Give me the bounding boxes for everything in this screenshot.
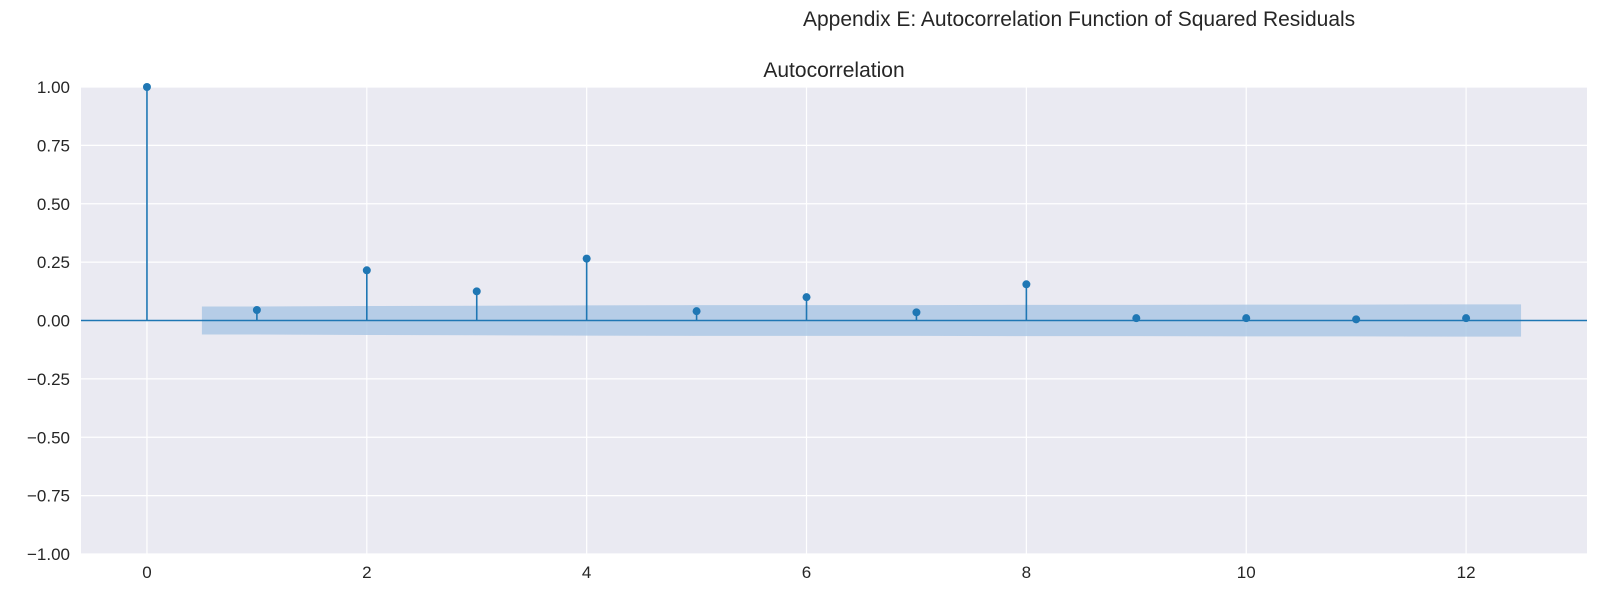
stem-marker xyxy=(1462,314,1471,323)
x-tick-label: 0 xyxy=(142,563,151,582)
y-tick-label: 0.25 xyxy=(37,253,70,272)
chart-title: Autocorrelation xyxy=(763,59,904,82)
figure-suptitle: Appendix E: Autocorrelation Function of … xyxy=(803,8,1356,31)
stem-marker xyxy=(912,308,921,317)
y-tick-label: 0.75 xyxy=(37,136,70,155)
stems-group xyxy=(142,83,1471,324)
y-tick-label: 0.50 xyxy=(37,195,70,214)
stem-marker xyxy=(1022,280,1031,289)
x-tick-label: 8 xyxy=(1022,563,1031,582)
y-tick-labels: −1.00 −0.75 −0.50 −0.25 0.00 0.25 0.50 0.75 1.00 xyxy=(27,78,70,564)
y-tick-label: −0.50 xyxy=(27,428,70,447)
y-tick-label: −1.00 xyxy=(27,545,70,564)
x-tick-labels: 0 2 4 6 8 10 12 xyxy=(142,563,1475,582)
stem-marker xyxy=(802,293,811,302)
x-tick-label: 4 xyxy=(582,563,591,582)
x-tick-label: 6 xyxy=(802,563,811,582)
x-tick-label: 2 xyxy=(362,563,371,582)
x-tick-label: 10 xyxy=(1237,563,1256,582)
stem-marker xyxy=(582,254,591,263)
stem-marker xyxy=(1242,314,1251,323)
y-tick-label: 1.00 xyxy=(37,78,70,97)
stem-marker xyxy=(142,83,151,91)
stem-marker xyxy=(252,305,261,314)
stem-marker xyxy=(472,287,481,296)
stem-marker xyxy=(1132,314,1141,323)
y-tick-label: −0.25 xyxy=(27,370,70,389)
stem-marker xyxy=(362,266,371,275)
x-tick-label: 12 xyxy=(1457,563,1476,582)
y-tick-label: −0.75 xyxy=(27,487,70,506)
stem-marker xyxy=(1352,315,1361,324)
stem-marker xyxy=(692,307,701,316)
y-tick-label: 0.00 xyxy=(37,312,70,331)
